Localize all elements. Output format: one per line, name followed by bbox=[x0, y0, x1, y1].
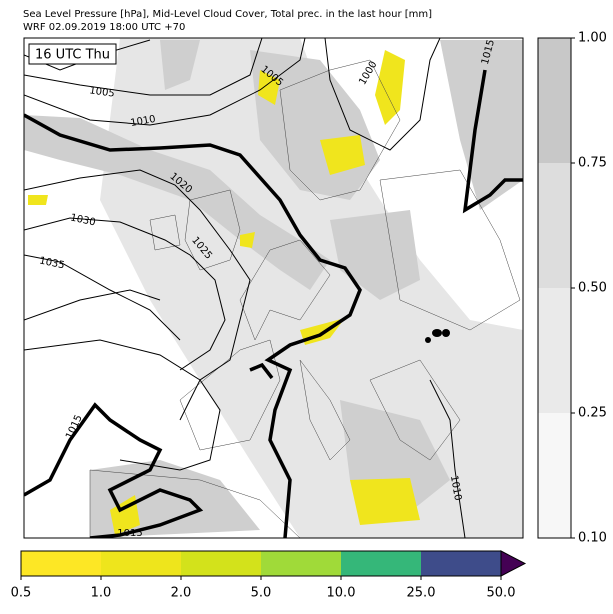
colorbar-tick-label: 0.10 bbox=[578, 531, 607, 546]
colorbar-tick-label: 1.0 bbox=[91, 586, 112, 601]
isobar bbox=[24, 38, 306, 126]
precipitation-area bbox=[350, 478, 420, 525]
precipitation-area bbox=[28, 195, 48, 205]
colorbar-segment bbox=[421, 551, 501, 576]
colorbar-segment bbox=[101, 551, 181, 576]
cloud-area bbox=[100, 38, 523, 538]
cloud-area bbox=[160, 40, 200, 90]
precipitation-area bbox=[240, 232, 255, 248]
colorbar-segment bbox=[538, 413, 571, 538]
pressure-low bbox=[442, 329, 450, 337]
map: 1005 1005 1000 1015 1010 1020 1030 1025 … bbox=[23, 37, 524, 539]
map-frame bbox=[23, 37, 524, 539]
colorbar-tick-label: 5.0 bbox=[251, 586, 272, 601]
subtitle: WRF 02.09.2019 18:00 UTC +70 bbox=[23, 22, 185, 33]
colorbar-segment bbox=[341, 551, 421, 576]
colorbar-segment bbox=[538, 163, 571, 288]
colorbar-segment bbox=[21, 551, 101, 576]
isobar-highlight bbox=[24, 113, 362, 538]
isobar bbox=[24, 339, 221, 471]
isobar bbox=[24, 254, 181, 341]
isobar bbox=[24, 38, 263, 96]
title: Sea Level Pressure [hPa], Mid-Level Clou… bbox=[23, 9, 432, 20]
cloud-area bbox=[440, 40, 523, 210]
colorbar-tick-label: 25.0 bbox=[407, 586, 436, 601]
colorbar-tick-label: 1.00 bbox=[578, 31, 607, 46]
colorbar-tick-label: 0.50 bbox=[578, 281, 607, 296]
colorbar-segment bbox=[261, 551, 341, 576]
precipitation-colorbar: 0.5 1.0 2.0 5.0 10.0 25.0 50.0 bbox=[11, 550, 527, 601]
isobar-highlight bbox=[249, 362, 274, 380]
contour-label: 1035 bbox=[38, 255, 65, 271]
contour-label: 1030 bbox=[69, 212, 96, 228]
pressure-low bbox=[432, 329, 442, 337]
isobar bbox=[324, 38, 441, 151]
colorbar-tick-label: 0.25 bbox=[578, 406, 607, 421]
colorbar-segment bbox=[181, 551, 261, 576]
colorbar-tick-label: 0.75 bbox=[578, 156, 607, 171]
cloud-cover-colorbar: 0.10 0.25 0.50 0.75 1.00 bbox=[537, 31, 607, 546]
isobar-highlight bbox=[24, 402, 204, 538]
colorbar-segment bbox=[538, 38, 571, 163]
isobar bbox=[24, 289, 161, 321]
pressure-low bbox=[425, 337, 431, 343]
colorbar-tick-label: 10.0 bbox=[327, 586, 356, 601]
contour-label: 1005 bbox=[89, 85, 116, 99]
contour-label: 1010 bbox=[448, 475, 463, 502]
isobar bbox=[24, 217, 226, 371]
isobar-highlight bbox=[462, 69, 523, 214]
colorbar-tick-label: 50.0 bbox=[487, 586, 516, 601]
time-label-box bbox=[28, 43, 117, 65]
colorbar-tick-label: 2.0 bbox=[171, 586, 192, 601]
precipitation-area bbox=[375, 50, 405, 125]
isobar bbox=[24, 169, 251, 421]
contour-label: 1015 bbox=[117, 528, 142, 539]
colorbar-extension bbox=[500, 550, 527, 577]
colorbar-tick-label: 0.5 bbox=[11, 586, 32, 601]
colorbar-segment bbox=[538, 288, 571, 413]
isobar bbox=[429, 379, 466, 538]
contour-label: 1010 bbox=[130, 114, 157, 129]
coastline bbox=[89, 59, 521, 538]
time-label: 16 UTC Thu bbox=[35, 48, 110, 63]
cloud-area bbox=[24, 115, 330, 290]
precipitation-area bbox=[320, 135, 365, 175]
